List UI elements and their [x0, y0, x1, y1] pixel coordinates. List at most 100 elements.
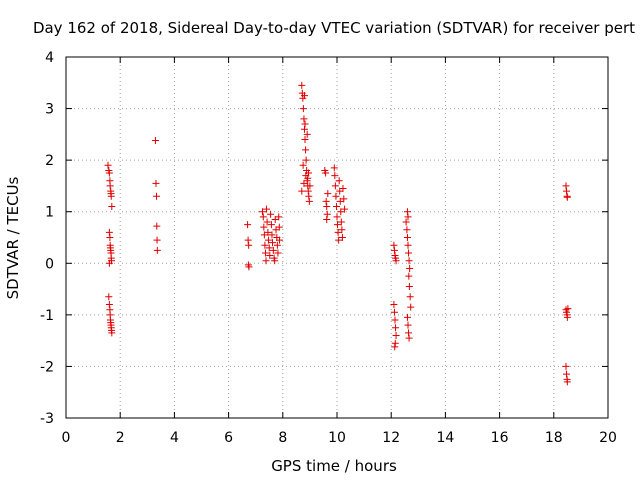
data-point — [405, 257, 413, 265]
data-point — [338, 234, 346, 241]
data-point — [258, 208, 266, 216]
data-point — [105, 301, 113, 309]
data-point — [330, 164, 338, 172]
data-point — [261, 241, 269, 249]
data-point — [300, 125, 308, 133]
data-point — [403, 226, 411, 234]
data-point — [245, 263, 253, 271]
data-point — [275, 213, 283, 221]
data-point — [332, 192, 340, 200]
data-point — [404, 241, 412, 249]
data-point — [331, 182, 339, 190]
data-point — [298, 81, 306, 89]
data-point — [269, 239, 277, 247]
y-tick-label: 2 — [45, 153, 54, 169]
data-point — [300, 115, 308, 123]
grid-lines — [66, 57, 608, 418]
data-point — [299, 105, 307, 113]
data-point — [105, 228, 113, 236]
axis-ticks — [65, 56, 609, 419]
data-point — [276, 236, 284, 244]
data-point — [336, 197, 344, 205]
data-point — [271, 215, 279, 223]
data-point — [564, 305, 572, 313]
data-point — [563, 378, 571, 386]
data-point — [105, 293, 113, 301]
data-point — [323, 203, 331, 211]
data-point — [259, 213, 267, 221]
x-tick-labels: 0 2 4 6 8 10 12 14 16 18 20 — [62, 430, 617, 446]
data-point — [306, 182, 314, 190]
data-point — [339, 185, 347, 193]
data-point — [108, 329, 116, 337]
data-point — [108, 203, 116, 211]
data-point — [302, 146, 310, 154]
data-point — [304, 174, 312, 182]
data-point — [273, 241, 281, 249]
data-point — [562, 182, 570, 190]
data-point — [305, 197, 313, 205]
data-point — [152, 179, 160, 187]
data-point — [402, 218, 410, 226]
data-point — [244, 236, 252, 244]
data-point — [322, 169, 330, 177]
data-point — [106, 182, 114, 190]
data-point — [300, 92, 308, 100]
data-point — [391, 343, 399, 351]
data-point — [390, 308, 398, 316]
data-point — [271, 257, 279, 265]
data-point — [338, 226, 346, 234]
data-point — [263, 205, 271, 213]
data-point — [391, 339, 399, 347]
data-point — [301, 120, 309, 128]
data-point — [334, 228, 342, 236]
data-point — [301, 136, 309, 144]
data-point — [153, 246, 161, 254]
data-point — [324, 190, 332, 198]
x-tick-label: 12 — [382, 430, 400, 446]
data-points — [104, 81, 572, 386]
y-tick-label: 3 — [45, 102, 54, 118]
data-point — [244, 221, 252, 229]
data-point — [405, 272, 413, 280]
data-point — [104, 161, 112, 169]
x-tick-label: 4 — [170, 430, 179, 446]
data-point — [335, 236, 343, 244]
data-point — [403, 234, 411, 241]
data-point — [261, 249, 269, 257]
data-point — [303, 130, 311, 138]
data-point — [267, 210, 275, 218]
data-point — [392, 331, 400, 339]
data-point — [106, 234, 114, 241]
data-point — [404, 213, 412, 221]
data-point — [391, 316, 399, 324]
data-point — [407, 303, 415, 311]
y-axis-label: SDTVAR / TECUs — [4, 176, 22, 299]
data-point — [335, 177, 343, 185]
y-tick-label: 0 — [45, 256, 54, 272]
data-point — [563, 370, 571, 378]
data-point — [403, 208, 411, 216]
data-point — [299, 161, 307, 169]
data-point — [404, 321, 412, 329]
data-point — [406, 264, 414, 272]
data-point — [332, 203, 340, 211]
data-point — [405, 334, 413, 342]
x-tick-label: 2 — [116, 430, 125, 446]
data-point — [563, 187, 571, 195]
data-point — [260, 223, 268, 231]
data-point — [263, 218, 271, 226]
x-tick-label: 20 — [599, 430, 617, 446]
data-point — [392, 257, 400, 265]
chart-title: Day 162 of 2018, Sidereal Day-to-day VTE… — [33, 19, 635, 37]
data-point — [390, 246, 398, 254]
data-point — [153, 192, 161, 200]
data-point — [153, 236, 161, 244]
data-point — [563, 313, 571, 321]
data-point — [302, 156, 310, 164]
data-point — [262, 257, 270, 265]
y-tick-label: 4 — [45, 50, 54, 66]
data-point — [562, 362, 570, 370]
data-point — [405, 329, 413, 337]
